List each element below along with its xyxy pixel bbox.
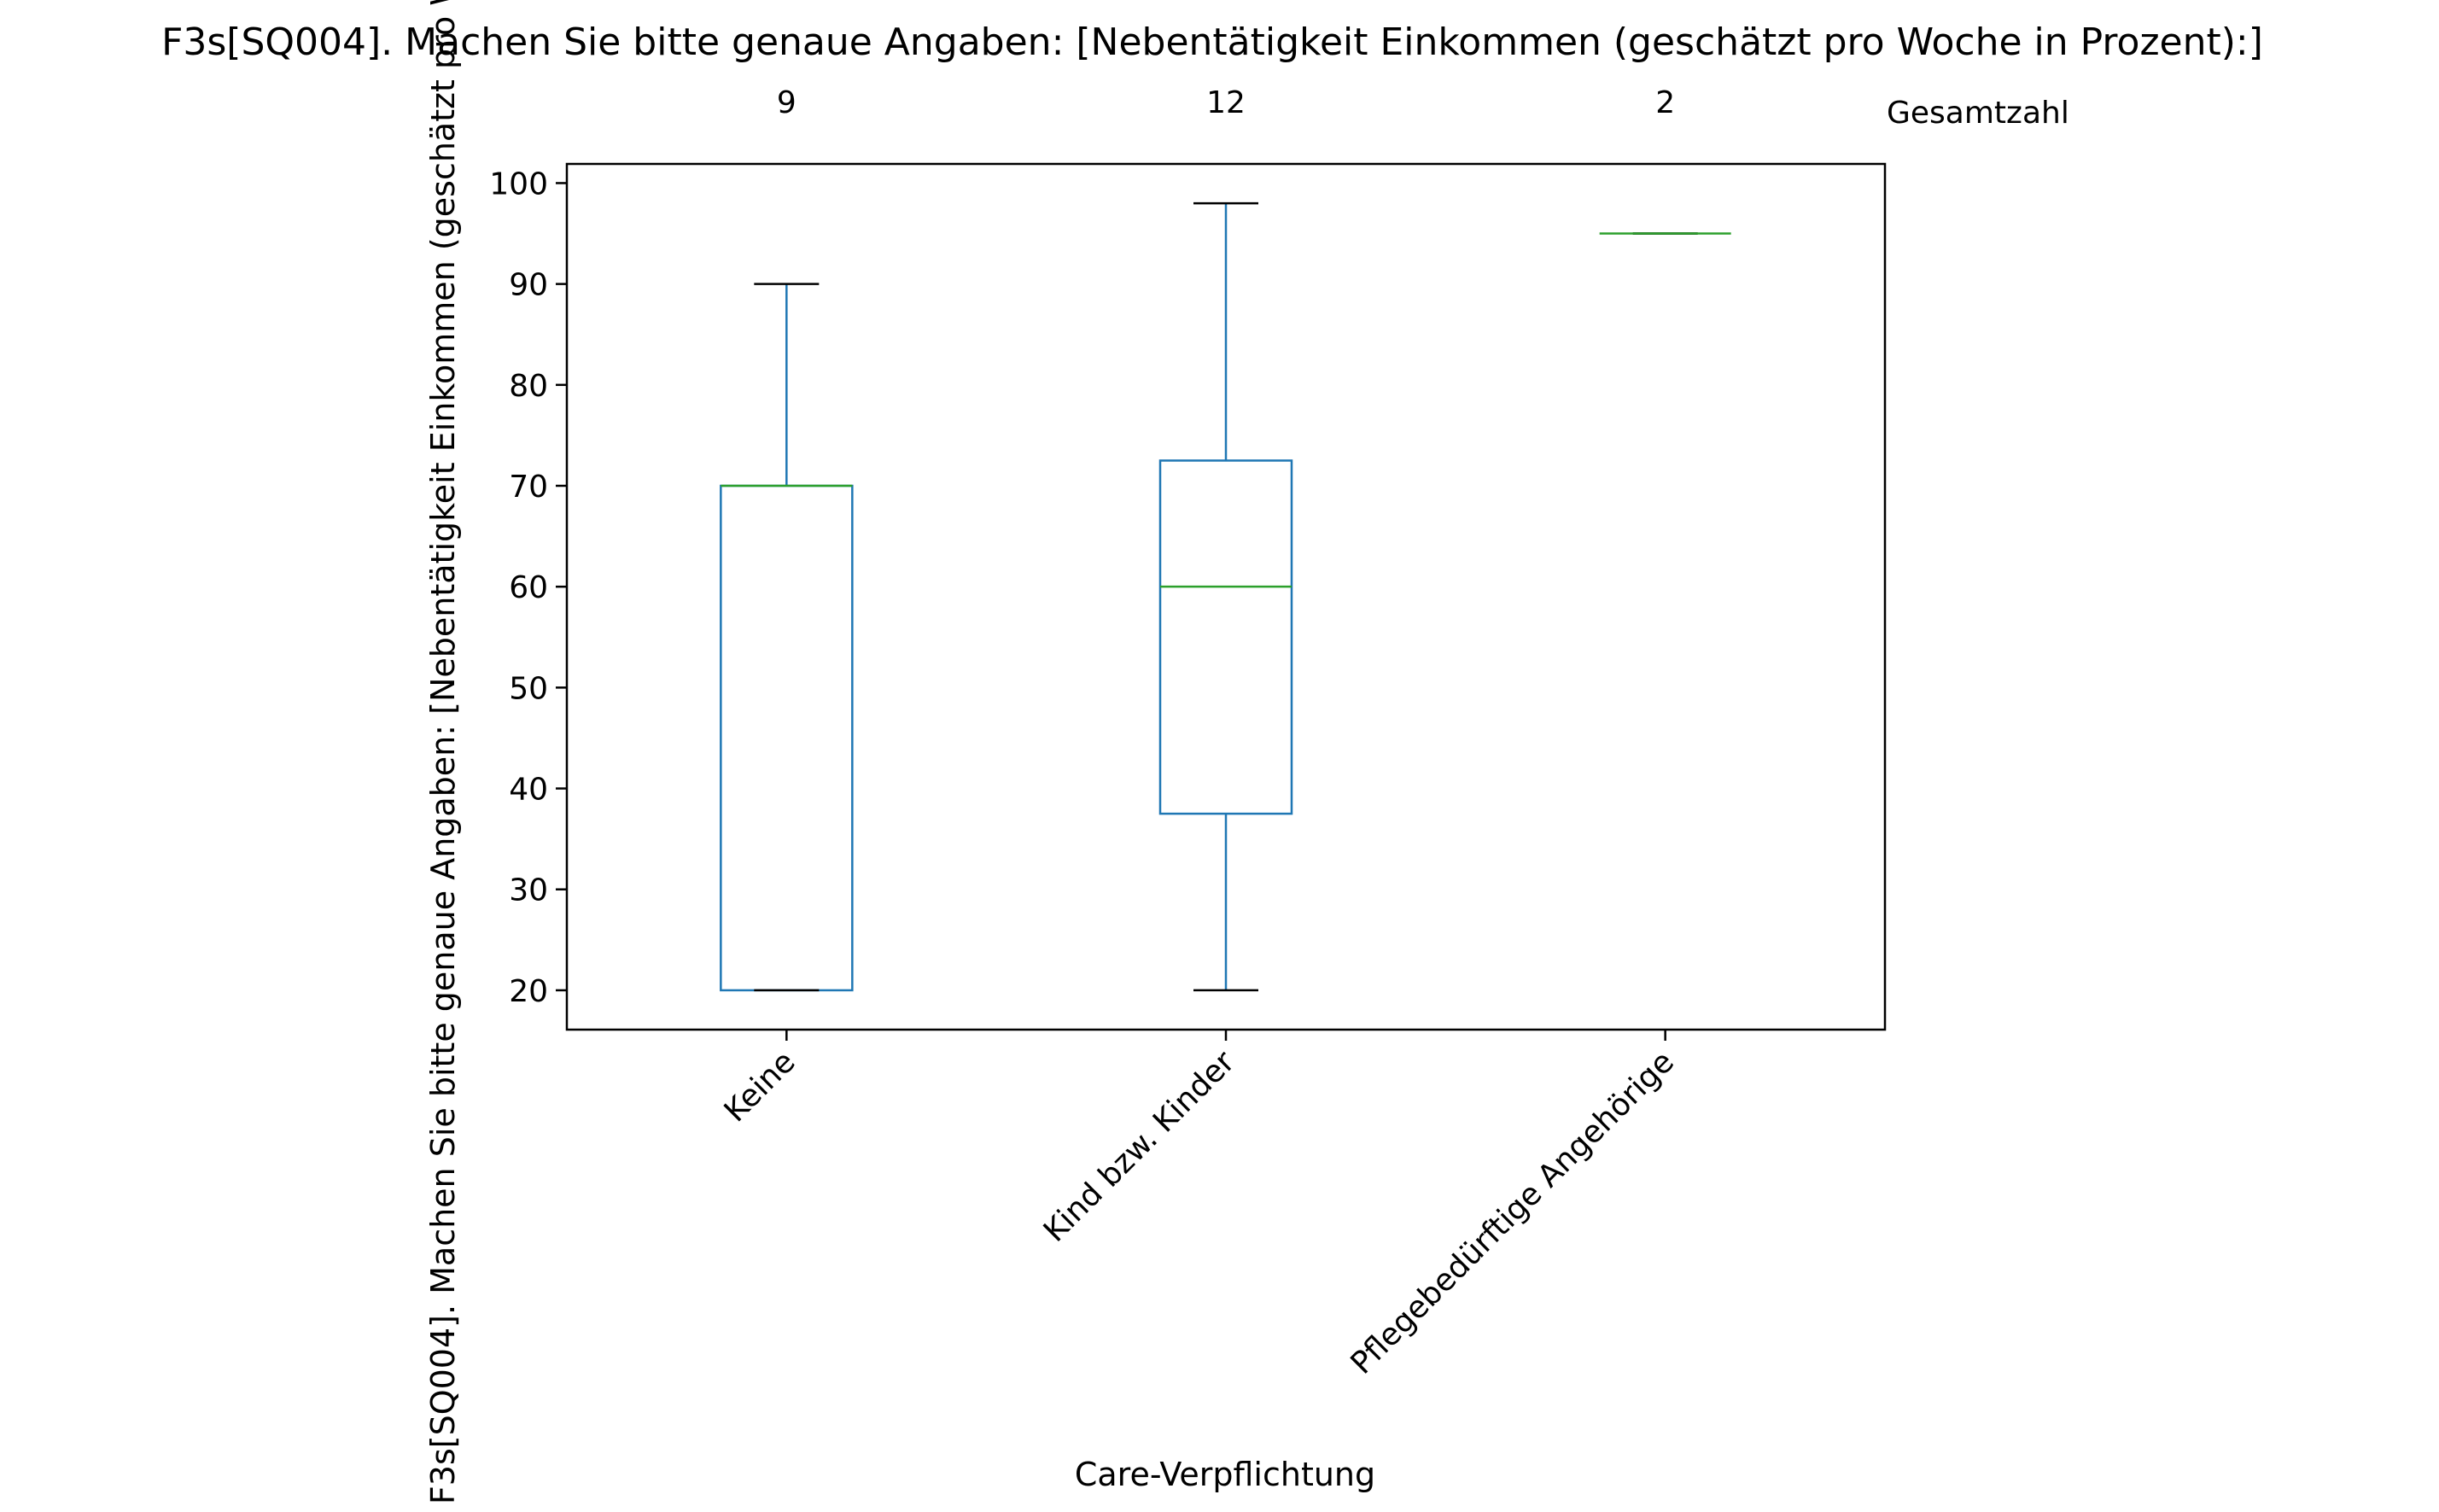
box: [1158, 459, 1293, 815]
y-tick-label: 30: [509, 873, 548, 908]
y-tick-label: 100: [489, 166, 548, 201]
y-tick-label: 70: [509, 470, 548, 505]
count-label: 2: [1655, 85, 1675, 120]
chart-title: F3s[SQ004]. Machen Sie bitte genaue Anga…: [161, 20, 2263, 64]
box: [720, 484, 854, 992]
y-tick-label: 90: [509, 268, 548, 303]
count-label: 12: [1206, 85, 1246, 120]
x-tick-label: Keine: [718, 1044, 802, 1129]
x-axis-label: Care-Verpflichtung: [1075, 1456, 1375, 1493]
count-label: 9: [777, 85, 796, 120]
y-tick-label: 60: [509, 570, 548, 605]
x-tick-label: Pflegebedürftige Angehörige: [1345, 1044, 1681, 1381]
y-tick-label: 50: [509, 671, 548, 706]
y-tick-label: 80: [509, 369, 548, 404]
counts-label: Gesamtzahl: [1887, 96, 2069, 131]
y-tick-label: 40: [509, 773, 548, 808]
y-axis-label: F3s[SQ004]. Machen Sie bitte genaue Anga…: [424, 0, 462, 1504]
x-tick-label: Kind bzw. Kinder: [1037, 1044, 1242, 1249]
y-tick-label: 20: [509, 974, 548, 1009]
